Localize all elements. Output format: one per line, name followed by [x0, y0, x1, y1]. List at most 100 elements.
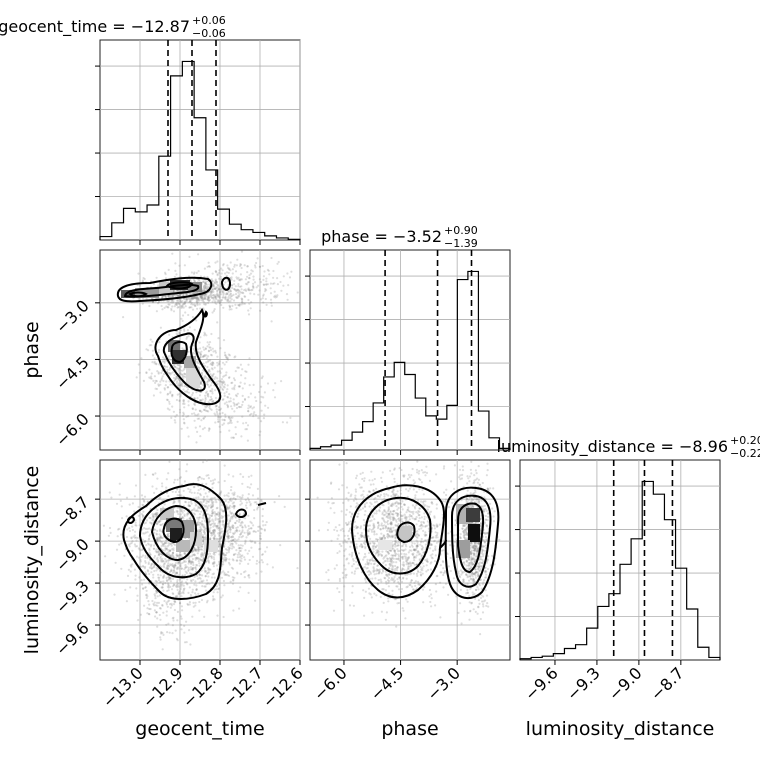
- scatter-point: [271, 282, 275, 285]
- scatter-point: [206, 265, 209, 268]
- scatter-point: [177, 294, 180, 297]
- scatter-point: [199, 307, 202, 310]
- scatter-point: [141, 514, 145, 517]
- scatter-point: [189, 555, 192, 558]
- scatter-point: [417, 583, 420, 586]
- scatter-point: [206, 285, 209, 288]
- scatter-point: [164, 545, 167, 548]
- scatter-point: [177, 294, 180, 297]
- scatter-point: [143, 500, 146, 503]
- scatter-point: [212, 529, 215, 532]
- scatter-point: [399, 511, 402, 514]
- scatter-point: [188, 306, 191, 309]
- scatter-point: [183, 385, 186, 388]
- scatter-point: [169, 392, 172, 395]
- scatter-point: [346, 534, 349, 537]
- scatter-point: [196, 552, 199, 555]
- scatter-point: [186, 297, 189, 300]
- scatter-point: [379, 493, 382, 496]
- scatter-point: [220, 527, 223, 530]
- scatter-point: [223, 584, 226, 587]
- scatter-point: [430, 597, 433, 600]
- scatter-point: [208, 427, 211, 431]
- scatter-point: [243, 398, 247, 401]
- scatter-point: [253, 281, 257, 284]
- scatter-point: [181, 591, 184, 594]
- scatter-point: [207, 566, 210, 570]
- scatter-point: [230, 536, 233, 539]
- scatter-point: [424, 534, 427, 538]
- scatter-point: [273, 396, 277, 399]
- scatter-point: [156, 370, 159, 373]
- scatter-point: [201, 585, 204, 588]
- scatter-point: [233, 283, 236, 286]
- scatter-point: [206, 599, 209, 602]
- scatter-point: [453, 541, 457, 544]
- scatter-point: [138, 556, 141, 559]
- scatter-point: [244, 539, 247, 542]
- scatter-point: [273, 501, 276, 504]
- scatter-point: [208, 299, 211, 302]
- scatter-point: [425, 564, 428, 567]
- scatter-point: [171, 301, 174, 304]
- scatter-point: [199, 577, 202, 580]
- scatter-point: [186, 512, 189, 515]
- scatter-point: [200, 598, 204, 602]
- scatter-point: [196, 397, 199, 400]
- scatter-point: [366, 560, 369, 564]
- scatter-point: [219, 289, 222, 292]
- scatter-point: [219, 430, 222, 434]
- scatter-point: [214, 296, 217, 299]
- scatter-point: [151, 485, 154, 488]
- scatter-point: [203, 267, 206, 270]
- scatter-point: [167, 472, 170, 475]
- scatter-point: [423, 517, 426, 521]
- scatter-point: [247, 574, 251, 577]
- scatter-point: [183, 372, 186, 376]
- scatter-point: [220, 378, 224, 381]
- scatter-point: [168, 570, 171, 574]
- scatter-point: [191, 303, 195, 306]
- scatter-point: [236, 258, 239, 261]
- scatter-point: [244, 282, 248, 285]
- scatter-point: [173, 608, 176, 612]
- scatter-point: [256, 257, 259, 260]
- scatter-point: [428, 505, 431, 508]
- scatter-point: [266, 382, 270, 385]
- scatter-point: [178, 399, 181, 402]
- scatter-point: [166, 306, 169, 309]
- scatter-point: [415, 523, 418, 526]
- scatter-point: [245, 536, 248, 539]
- scatter-point: [160, 378, 163, 381]
- scatter-point: [164, 277, 168, 280]
- scatter-point: [181, 319, 184, 322]
- scatter-point: [202, 298, 205, 301]
- scatter-point: [244, 377, 247, 380]
- scatter-point: [173, 275, 176, 278]
- scatter-point: [251, 285, 255, 288]
- scatter-point: [204, 281, 207, 285]
- scatter-point: [168, 402, 171, 405]
- scatter-point: [236, 288, 239, 291]
- scatter-point: [172, 565, 175, 568]
- scatter-point: [168, 303, 171, 306]
- scatter-point: [317, 529, 321, 532]
- scatter-point: [231, 381, 234, 384]
- scatter-point: [281, 421, 284, 424]
- scatter-point: [246, 529, 249, 532]
- scatter-point: [160, 296, 164, 299]
- scatter-point: [204, 575, 207, 578]
- scatter-point: [165, 541, 168, 545]
- scatter-point: [442, 467, 445, 470]
- scatter-point: [362, 558, 365, 561]
- scatter-point: [178, 293, 181, 296]
- scatter-point: [176, 572, 179, 575]
- scatter-point: [355, 474, 358, 477]
- scatter-point: [249, 307, 252, 310]
- panel-hist-geocent-time: [95, 39, 301, 245]
- scatter-point: [399, 590, 403, 594]
- scatter-point: [363, 556, 366, 559]
- scatter-point: [204, 391, 208, 394]
- scatter-point: [174, 262, 177, 265]
- scatter-point: [226, 529, 229, 532]
